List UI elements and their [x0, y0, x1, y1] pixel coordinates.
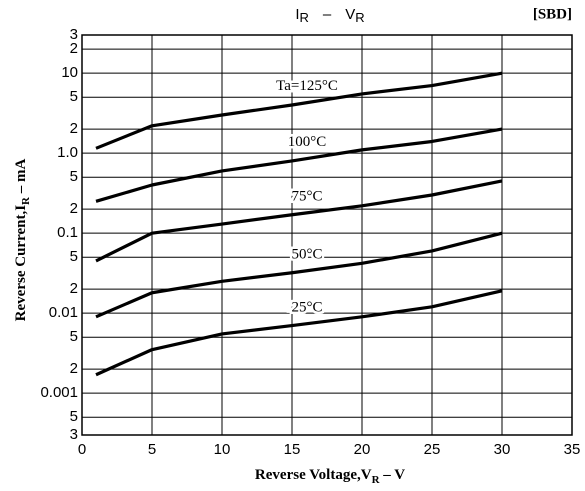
y-tick-label: 10: [61, 64, 78, 81]
x-tick-label: 15: [284, 441, 301, 458]
y-tick-label: 0.01: [49, 304, 78, 321]
x-axis-label: Reverse Voltage,VR – V: [255, 467, 405, 485]
y-tick-label: 1.0: [57, 144, 78, 161]
title-sub: R: [300, 10, 309, 25]
x-tick-label: 5: [148, 441, 156, 458]
title-part: I: [295, 6, 299, 23]
label-sub: R: [20, 196, 32, 205]
y-tick-label: 5: [70, 408, 78, 425]
curve: [95, 231, 503, 319]
y-tick-label: 2: [70, 120, 78, 137]
y-tick-label: 5: [70, 88, 78, 105]
curve: [95, 289, 503, 377]
label-sub: R: [372, 474, 381, 486]
y-tick-label: 2: [70, 40, 78, 57]
x-tick-label: 25: [424, 441, 441, 458]
y-axis-label: Reverse Current,IR – mA: [13, 159, 31, 322]
y-tick-label: 2: [70, 280, 78, 297]
x-tick-label: 10: [214, 441, 231, 458]
y-tick-label: 0.001: [40, 384, 78, 401]
label-part: – V: [380, 467, 406, 483]
y-tick-label: 3: [70, 26, 78, 43]
series-label: 100°C: [288, 134, 327, 150]
x-tick-label: 20: [354, 441, 371, 458]
chart-title: IR – VR: [295, 6, 364, 25]
series-label: 75°C: [291, 189, 322, 205]
y-tick-label: 2: [70, 360, 78, 377]
label-part: Reverse Current,I: [13, 205, 29, 322]
curve: [95, 127, 503, 203]
y-tick-label: 5: [70, 328, 78, 345]
curve: [95, 179, 503, 263]
title-sub: R: [355, 10, 364, 25]
y-tick-label: 3: [70, 426, 78, 443]
title-part: V: [345, 6, 355, 23]
y-tick-label: 5: [70, 248, 78, 265]
series-label: Ta=125°C: [276, 78, 338, 94]
tag: [SBD]: [533, 6, 572, 22]
series-label: 25°C: [291, 300, 322, 316]
series-label: 50°C: [291, 246, 322, 262]
y-tick-label: 5: [70, 168, 78, 185]
x-tick-label: 35: [564, 441, 581, 458]
plot-frame: [81, 34, 573, 436]
label-part: – mA: [13, 159, 29, 197]
x-tick-label: 30: [494, 441, 511, 458]
y-tick-label: 0.1: [57, 224, 78, 241]
label-part: Reverse Voltage,V: [255, 467, 372, 483]
y-tick-label: 2: [70, 200, 78, 217]
x-tick-label: 0: [78, 441, 86, 458]
title-part: –: [323, 6, 332, 23]
curve: [95, 71, 503, 150]
